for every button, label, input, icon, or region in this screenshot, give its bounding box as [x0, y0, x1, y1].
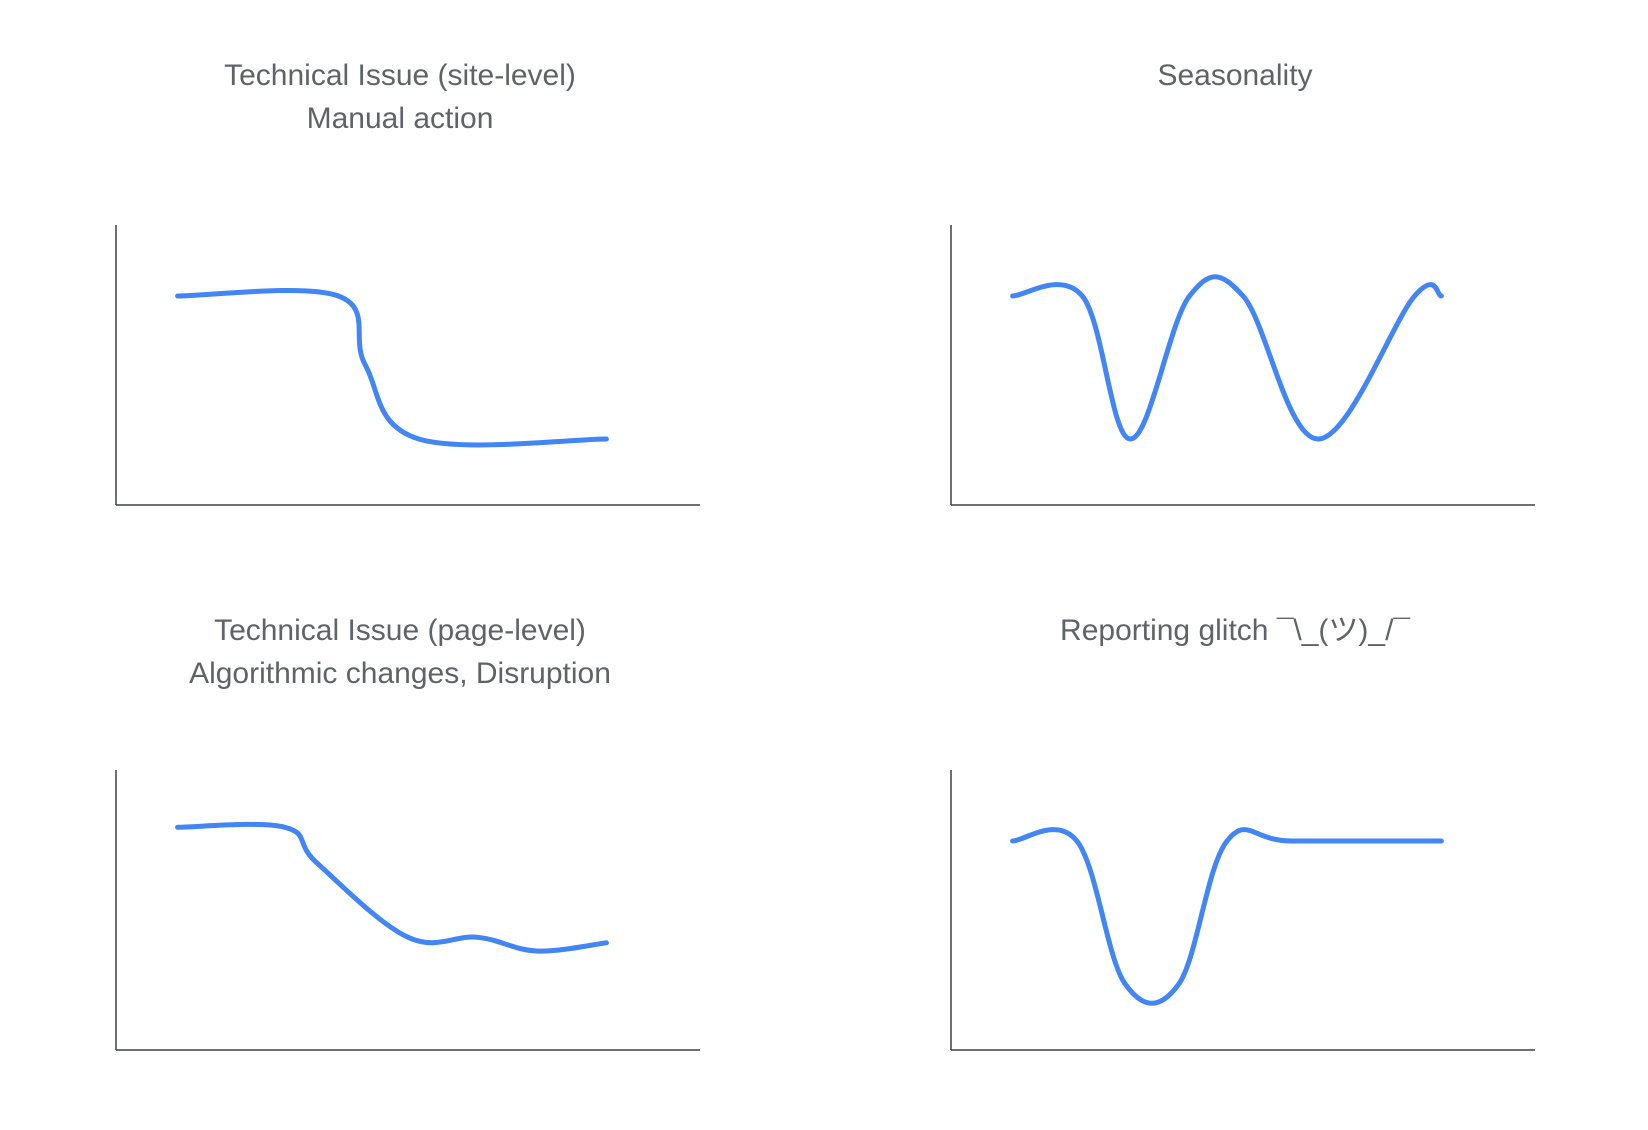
- chart-title: Reporting glitch ¯\_(ツ)_/¯: [935, 609, 1535, 652]
- line-chart: [950, 225, 1535, 506]
- chart-title-line-1: Technical Issue (page-level): [214, 614, 586, 647]
- line-chart: [115, 770, 700, 1051]
- series-line-1: [1010, 274, 1444, 442]
- chart-title-line-2: Manual action: [306, 102, 494, 135]
- chart-title: Technical Issue (site-level) Manual acti…: [100, 54, 700, 140]
- chart-panel-site-level: Technical Issue (site-level) Manual acti…: [100, 50, 700, 510]
- series-line-1: [1010, 827, 1444, 1006]
- chart-panel-seasonality: Seasonality: [935, 50, 1535, 510]
- chart-title-line-1: Technical Issue (site-level): [224, 59, 576, 92]
- series-line-1: [175, 288, 609, 448]
- line-chart: [115, 225, 700, 506]
- series-line-1: [175, 821, 609, 954]
- chart-panel-reporting-glitch: Reporting glitch ¯\_(ツ)_/¯: [935, 605, 1535, 1065]
- chart-title-line-2: Algorithmic changes, Disruption: [189, 657, 611, 690]
- line-chart: [950, 770, 1535, 1051]
- chart-title-line-1: Seasonality: [1157, 59, 1313, 92]
- chart-title: Seasonality: [935, 54, 1535, 97]
- chart-title: Technical Issue (page-level) Algorithmic…: [100, 609, 700, 695]
- chart-panel-page-level: Technical Issue (page-level) Algorithmic…: [100, 605, 700, 1065]
- chart-title-line-1: Reporting glitch ¯\_(ツ)_/¯: [1060, 614, 1410, 647]
